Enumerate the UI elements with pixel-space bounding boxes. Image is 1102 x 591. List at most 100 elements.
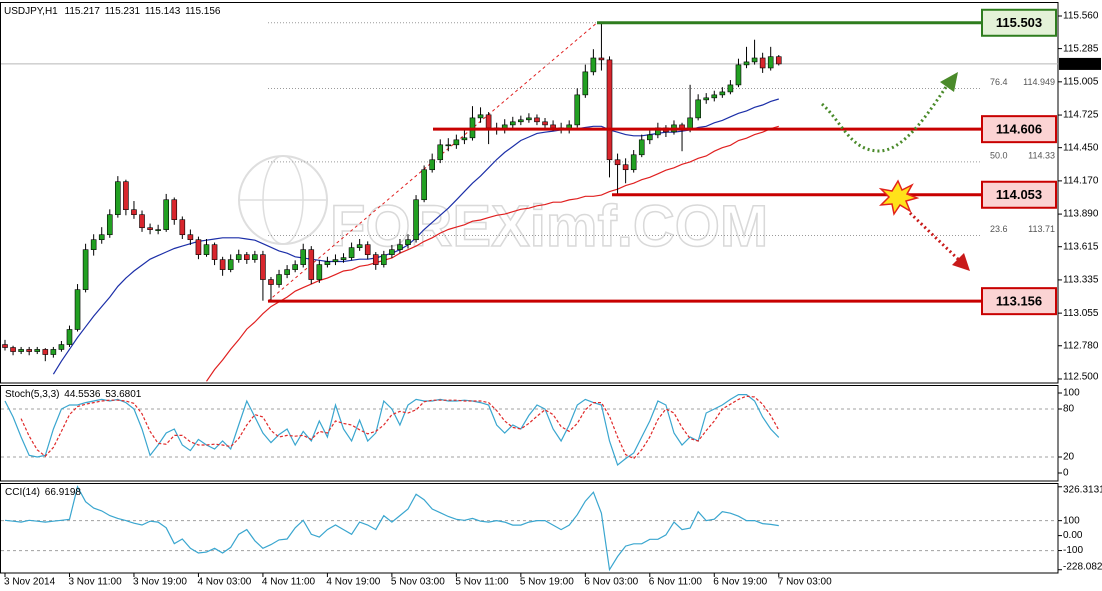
candle-body [316,264,323,280]
x-tick-label: 4 Nov 11:00 [262,577,316,588]
x-tick-label: 6 Nov 19:00 [713,577,767,588]
candle-body [461,137,468,141]
candle-body [638,139,645,156]
candle-body [292,264,298,270]
level-label: 114.606 [996,122,1042,137]
y-tick-label: 20 [1063,452,1075,463]
indicator-value: 53.6801 [105,389,142,400]
level-box [981,180,1057,209]
down-arrow-head [952,253,970,271]
y-tick-label: 80 [1063,404,1075,415]
candle-body [695,99,701,119]
candle-body [332,259,339,262]
candle-body [147,227,153,230]
symbol: USDJPY,H1 [4,6,58,17]
cci-header: CCI(14) 66.9198 [5,487,81,498]
candle-body [413,199,419,241]
x-tick-label: 3 Nov 11:00 [68,577,122,588]
candle-body [356,244,363,248]
candle-body [574,94,581,126]
candle-body [389,249,395,255]
y-tick-label: 100 [1063,515,1080,526]
candle-body [139,214,145,229]
candle-body [187,234,194,241]
marks: 115.560 115.285 115.005 114.725 114.450 114.1… [1,8,1102,588]
candle-body [759,57,766,69]
candle-body [276,274,282,285]
fib-value: 114.33 [1028,150,1055,160]
candle-body [372,254,379,265]
candle-body [364,244,371,255]
up-arrow-head [940,72,958,92]
series-line [20,395,780,460]
candle-body [348,247,355,258]
y-tick-label: 114.170 [1063,176,1099,187]
candle-body [58,344,65,350]
fib-label: 50.0 [990,150,1008,160]
x-tick-label: 5 Nov 03:00 [391,577,445,588]
candle-body [767,56,774,69]
panel-frame [0,385,1059,482]
candle-body [244,254,250,260]
open: 115.217 [65,6,101,17]
x-tick-label: 3 Nov 19:00 [133,577,187,588]
annotations [820,72,970,271]
candle-body [630,154,637,171]
candle-body [775,56,782,65]
indicator-name: Stoch(5,3,3) [5,389,59,400]
y-tick-label: 113.055 [1063,308,1099,319]
candle-body [227,259,234,270]
y-tick-label: 114.725 [1063,110,1099,121]
y-tick-label: 0.00 [1063,530,1083,541]
fib-label: 23.6 [990,224,1008,234]
candle-body [203,244,210,255]
candle-body [646,134,653,141]
y-tick-label: 115.560 [1063,11,1099,22]
level-box [981,115,1057,144]
fib-value: 114.949 [1023,77,1055,87]
candle-body [131,209,137,215]
candle-body [219,259,226,270]
candle-body [123,181,129,210]
candle-body [300,249,307,265]
candle-body [421,169,427,201]
stoch-header: Stoch(5,3,3) 44.5536 53.6801 [5,389,142,400]
x-tick-label: 4 Nov 19:00 [326,577,380,588]
series-line [4,394,780,467]
candle-body [211,244,218,260]
watermark: FOREXimf.COM [238,155,769,260]
candle-body [477,114,484,119]
up-arrow [820,83,950,153]
y-tick-label: 113.615 [1063,241,1099,252]
header: USDJPY,H1 115.217 115.231 115.143 115.15… [4,6,221,17]
y-tick-label: 112.780 [1063,340,1099,351]
x-tick-label: 5 Nov 19:00 [520,577,574,588]
candle-body [445,144,452,147]
low: 115.143 [145,6,181,17]
candle-body [340,257,347,260]
candle-body [509,121,516,126]
panel-frame [0,2,1059,384]
candle-body [703,97,710,101]
candle-body [268,279,274,285]
candle-body [34,349,41,352]
candle-body [743,61,750,66]
candle-body [74,289,81,330]
candle-body [405,239,411,245]
level-label: 114.053 [996,187,1042,202]
series-line [4,485,779,572]
x-tick-label: 6 Nov 11:00 [649,577,703,588]
y-tick-label: 113.890 [1063,209,1099,220]
y-tick-label: 115.285 [1063,43,1099,54]
candle-body [381,254,387,265]
x-tick-label: 7 Nov 03:00 [778,577,832,588]
candle-body [429,159,435,171]
high: 115.231 [105,6,141,17]
y-tick-label: 100 [1063,388,1080,399]
candle-body [260,254,266,280]
candle-body [606,59,613,161]
candle-body [50,349,57,355]
candle-body [534,117,540,123]
candle-body [397,244,403,250]
